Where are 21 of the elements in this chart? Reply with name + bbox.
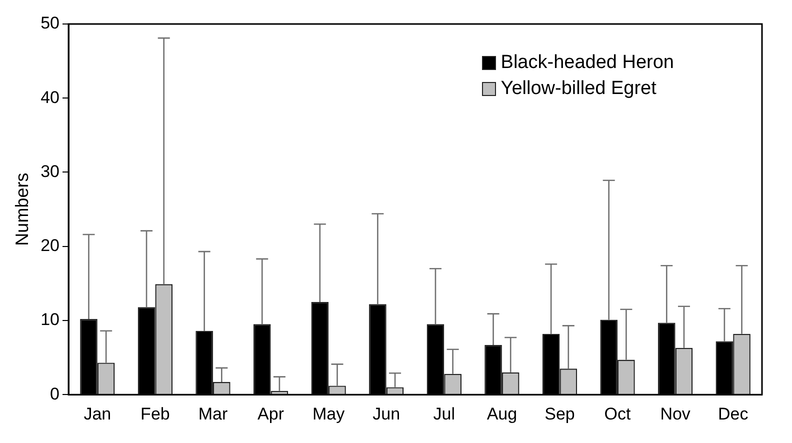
legend-label: Yellow-billed Egret <box>500 77 656 101</box>
x-tick-label: Sep <box>544 404 575 424</box>
x-tick-label: Mar <box>198 404 228 424</box>
x-tick-label: May <box>312 404 346 424</box>
x-tick-label: Apr <box>258 404 284 424</box>
y-tick-label: 0 <box>50 384 60 404</box>
y-tick-label: 40 <box>40 88 60 107</box>
x-tick-label: Aug <box>486 404 518 424</box>
x-tick-label: Dec <box>718 404 749 424</box>
y-tick-label: 30 <box>40 162 60 181</box>
x-tick-label: Oct <box>604 404 632 424</box>
y-tick-label: 20 <box>40 236 60 256</box>
x-tick-label: Jul <box>433 404 456 424</box>
x-tick-label: Nov <box>660 404 691 424</box>
legend-label: Black-headed Heron <box>500 51 674 75</box>
y-tick-label: 10 <box>40 310 60 330</box>
x-tick-label: Jan <box>84 404 112 424</box>
x-tick-label: Jun <box>372 404 400 424</box>
x-tick-label: Feb <box>140 404 170 424</box>
y-tick-label: 50 <box>40 14 60 33</box>
y-axis-title: Numbers <box>12 172 32 246</box>
